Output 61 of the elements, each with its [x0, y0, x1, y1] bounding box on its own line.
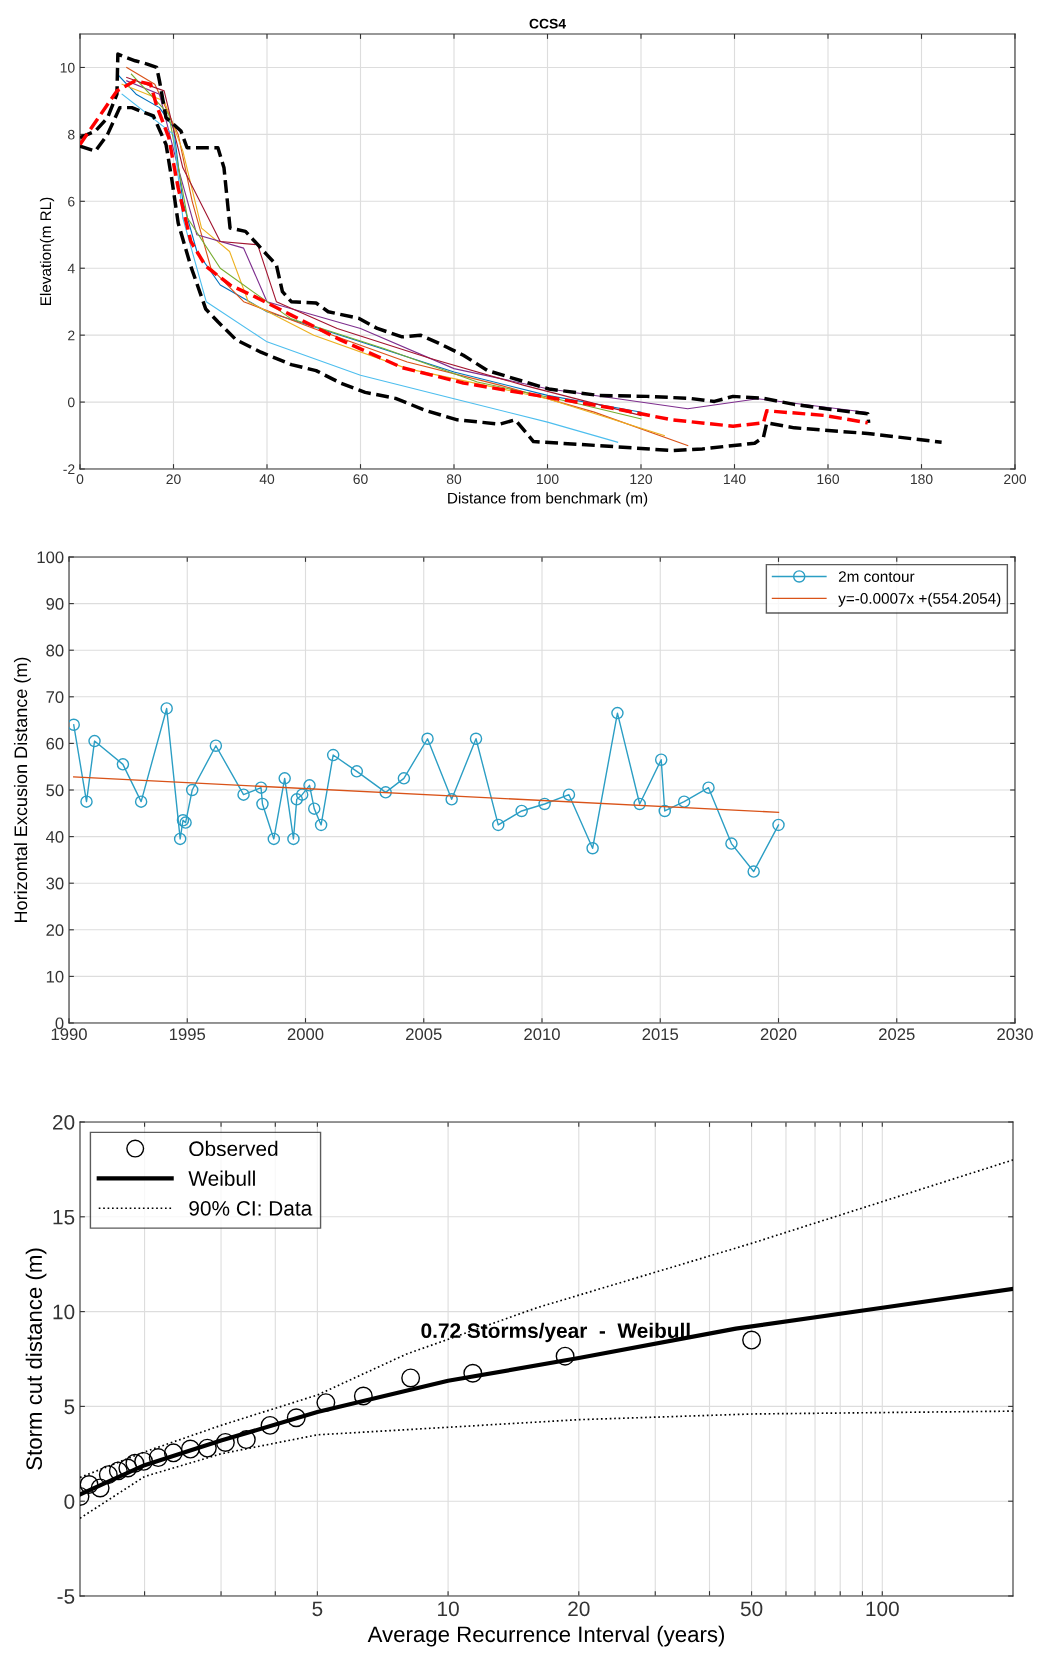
- y-tick-label: 0: [55, 1017, 64, 1030]
- x-tick-label: 160: [817, 474, 840, 485]
- y-tick-label: 0: [64, 1494, 75, 1509]
- y-tick-label: 50: [46, 784, 64, 797]
- y-tick-label: 10: [53, 1304, 75, 1320]
- y-tick-label: 20: [53, 1115, 75, 1130]
- x-tick-label: 50: [740, 1601, 763, 1617]
- y-tick-label: 10: [46, 970, 64, 983]
- legend-label: Weibull: [188, 1170, 255, 1186]
- y-axis-title: Elevation(m RL): [39, 197, 55, 306]
- x-tick-label: 2010: [524, 1028, 560, 1041]
- x-tick-label: 140: [723, 474, 746, 485]
- x-tick-label: 1990: [51, 1028, 87, 1041]
- y-tick-label: 40: [45, 831, 64, 843]
- x-axis-title: Average Recurrence Interval (years): [367, 1625, 725, 1647]
- y-tick-label: 80: [46, 644, 64, 657]
- x-tick-label: 0: [76, 474, 84, 485]
- x-tick-label: 2000: [287, 1028, 324, 1041]
- x-tick-label: 2015: [642, 1028, 679, 1041]
- y-tick-label: -2: [63, 464, 75, 475]
- x-tick-label: 2020: [760, 1028, 797, 1041]
- x-tick-label: 10: [438, 1601, 459, 1617]
- annotation: 0.72 Storms/year - Weibull: [421, 1322, 690, 1343]
- x-tick-label: 20: [568, 1601, 590, 1617]
- legend-label: 90% CI: Data: [189, 1200, 313, 1216]
- y-axis-title: Horizontal Excusion Distance (m): [13, 657, 31, 922]
- x-tick-label: 180: [910, 474, 933, 485]
- y-tick-label: -5: [57, 1589, 75, 1604]
- legend-label: Observed: [189, 1140, 278, 1157]
- x-tick-label: 40: [259, 474, 275, 485]
- legend-label: 2m contour: [838, 571, 915, 582]
- y-tick-label: 2: [68, 330, 75, 341]
- x-tick-label: 100: [536, 474, 559, 485]
- y-tick-label: 4: [67, 263, 75, 274]
- x-tick-label: 100: [866, 1601, 899, 1617]
- x-tick-label: 2005: [406, 1028, 442, 1041]
- x-tick-label: 80: [446, 474, 462, 485]
- x-tick-label: 20: [166, 474, 181, 485]
- y-tick-label: 30: [46, 877, 64, 890]
- y-tick-label: 100: [37, 551, 64, 564]
- x-tick-label: 120: [630, 474, 653, 485]
- y-tick-label: 90: [46, 598, 64, 610]
- chart-title: CCS4: [529, 18, 566, 29]
- x-tick-label: 2030: [997, 1028, 1033, 1041]
- y-tick-label: 70: [46, 691, 64, 703]
- x-tick-label: 5: [312, 1601, 323, 1617]
- legend-label: y=-0.0007x +(554.2054): [838, 592, 1001, 607]
- y-tick-label: 8: [68, 129, 75, 140]
- y-tick-label: 15: [53, 1210, 75, 1225]
- x-tick-label: 60: [353, 474, 368, 485]
- y-tick-label: 5: [64, 1399, 75, 1415]
- y-axis-title: Storm cut distance (m): [25, 1248, 47, 1470]
- y-tick-label: 0: [67, 397, 75, 408]
- y-tick-label: 20: [46, 924, 64, 936]
- x-tick-label: 2025: [879, 1028, 915, 1041]
- x-axis-title: Distance from benchmark (m): [448, 492, 648, 507]
- y-tick-label: 10: [60, 62, 75, 73]
- y-tick-label: 6: [68, 196, 75, 207]
- x-tick-label: 1995: [169, 1028, 206, 1041]
- y-tick-label: 60: [46, 737, 64, 750]
- x-tick-label: 200: [1004, 474, 1027, 485]
